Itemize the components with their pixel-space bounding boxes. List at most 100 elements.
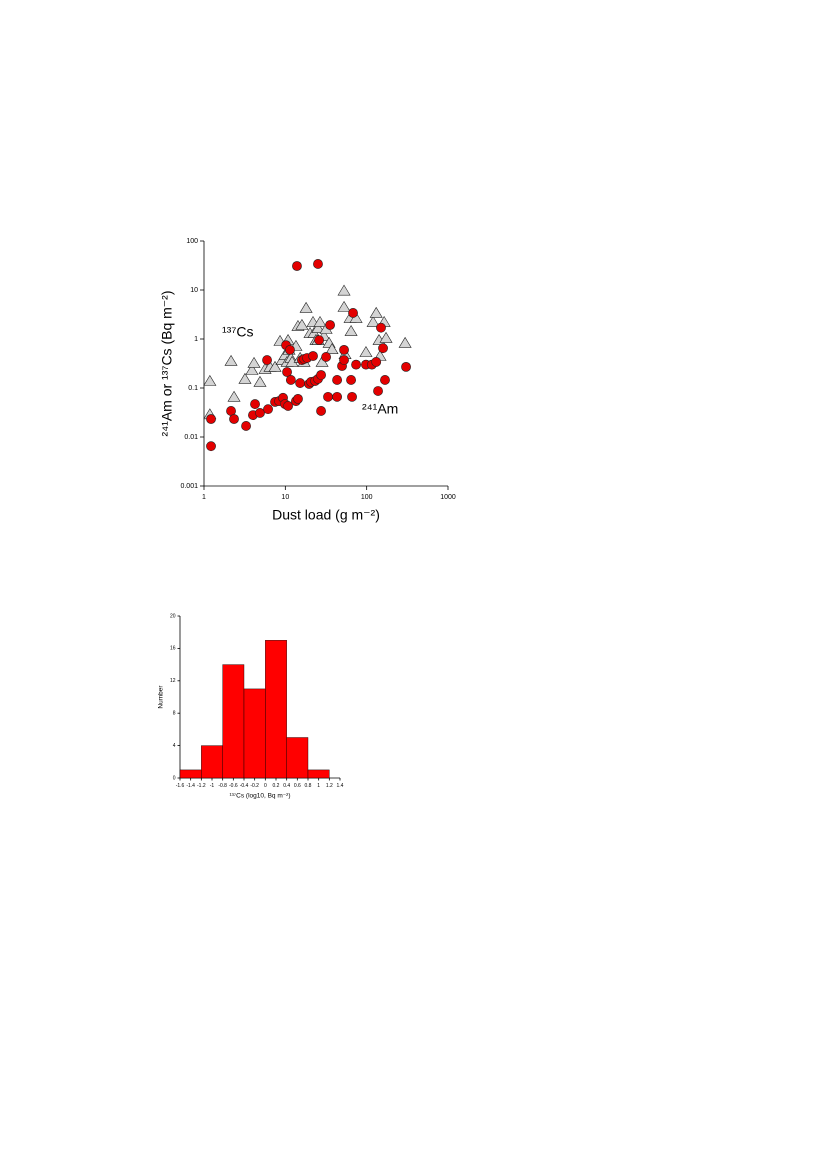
- am-point: [380, 375, 390, 385]
- am-point: [339, 355, 349, 365]
- y-tick-label: 16: [170, 646, 176, 652]
- am-point: [308, 351, 318, 361]
- am-point: [313, 259, 323, 269]
- y-tick-label: 4: [173, 743, 176, 749]
- cs-point: [224, 354, 238, 366]
- bar: [286, 737, 309, 779]
- cs-point: [245, 363, 259, 375]
- bar: [265, 640, 287, 779]
- am-point: [376, 322, 386, 333]
- bar: [243, 688, 266, 779]
- x-tick-label: 0.4: [283, 783, 290, 789]
- x-tick-label: -1.4: [186, 783, 195, 789]
- am-point: [262, 355, 272, 365]
- y-tick-label: 100: [186, 238, 198, 245]
- y-tick-label: 12: [170, 678, 176, 684]
- y-axis-title: ²⁴¹Am or ¹³⁷Cs (Bq m⁻²): [159, 290, 175, 436]
- am-point: [250, 399, 260, 409]
- cs-point: [268, 360, 282, 372]
- x-tick-label: 100: [361, 494, 373, 501]
- x-tick-label: -0.6: [229, 783, 238, 789]
- cs-point: [299, 301, 313, 313]
- am-point: [373, 386, 383, 396]
- bar: [201, 745, 223, 779]
- x-tick-label: 0.8: [305, 783, 312, 789]
- x-tick-label: 1: [202, 494, 206, 501]
- x-tick-label: 0.2: [273, 783, 280, 789]
- cs-point: [313, 315, 327, 327]
- cs-point: [344, 325, 358, 336]
- y-tick-label: 10: [190, 287, 198, 294]
- x-tick-label: -0.8: [218, 783, 227, 789]
- bar: [179, 769, 202, 779]
- am-point: [323, 391, 333, 402]
- cs-point: [203, 374, 217, 386]
- cs-point: [227, 390, 241, 402]
- am-point: [371, 357, 382, 367]
- cs-point: [337, 300, 351, 312]
- am-point: [346, 375, 356, 385]
- x-tick-label: -0.4: [240, 783, 249, 789]
- cs-point: [398, 336, 412, 348]
- x-tick-label: -1: [210, 783, 215, 789]
- am-point: [321, 352, 331, 362]
- am-point: [293, 393, 303, 404]
- am-point: [295, 378, 306, 388]
- am-point: [229, 414, 239, 424]
- x-axis-title: Dust load (g m⁻²): [272, 507, 380, 523]
- cs-point: [337, 284, 351, 296]
- x-tick-label: 10: [281, 494, 289, 501]
- am-point: [255, 408, 265, 418]
- x-tick-label: 1000: [440, 494, 456, 501]
- x-tick-label: 0: [264, 783, 267, 789]
- y-tick-label: 0.001: [180, 483, 198, 490]
- y-tick-label: 0.1: [188, 385, 198, 392]
- am-point: [347, 391, 357, 402]
- cs-point: [366, 315, 380, 327]
- x-tick-label: 1.4: [337, 783, 344, 789]
- x-tick-label: 1: [317, 783, 320, 789]
- x-tick-label: -1.2: [197, 783, 206, 789]
- x-tick-label: 0.6: [294, 783, 301, 789]
- am-point: [283, 401, 293, 411]
- am-point: [241, 421, 251, 431]
- x-tick-label: -1.6: [176, 783, 185, 789]
- am-point: [316, 406, 326, 416]
- cs-point: [238, 372, 252, 384]
- cs-point: [359, 346, 373, 357]
- y-tick-label: 0.01: [184, 434, 198, 441]
- bar: [222, 664, 245, 779]
- y-tick-label: 8: [173, 711, 176, 717]
- cs-point: [325, 343, 339, 354]
- bar: [307, 769, 330, 779]
- y-tick-label: 1: [194, 336, 198, 343]
- cs-point: [379, 331, 393, 343]
- am-point: [351, 359, 361, 370]
- am-point: [292, 261, 302, 271]
- am-point: [332, 375, 343, 385]
- am-point: [378, 343, 388, 354]
- am-point: [332, 391, 343, 402]
- am-point: [285, 344, 295, 355]
- am-point: [285, 375, 296, 385]
- am-point: [314, 335, 324, 345]
- cs-point: [311, 322, 325, 333]
- y-tick-label: 20: [170, 613, 176, 619]
- am-point: [206, 414, 216, 424]
- am-point: [282, 367, 292, 377]
- am-point: [401, 361, 411, 372]
- cs-point: [295, 318, 309, 330]
- y-axis-title: Number: [158, 685, 165, 709]
- am-point: [206, 441, 216, 452]
- x-tick-label: 1.2: [326, 783, 333, 789]
- cs-point: [253, 375, 267, 387]
- series-label: ²⁴¹Am: [362, 401, 398, 417]
- x-axis-title: ¹³⁷Cs (log10, Bq m⁻²): [229, 793, 290, 800]
- am-point: [339, 344, 349, 355]
- am-point: [348, 308, 358, 318]
- cs-point: [247, 356, 261, 368]
- am-point: [325, 320, 335, 330]
- series-label: ¹³⁷Cs: [222, 324, 254, 340]
- cs-point: [369, 306, 383, 318]
